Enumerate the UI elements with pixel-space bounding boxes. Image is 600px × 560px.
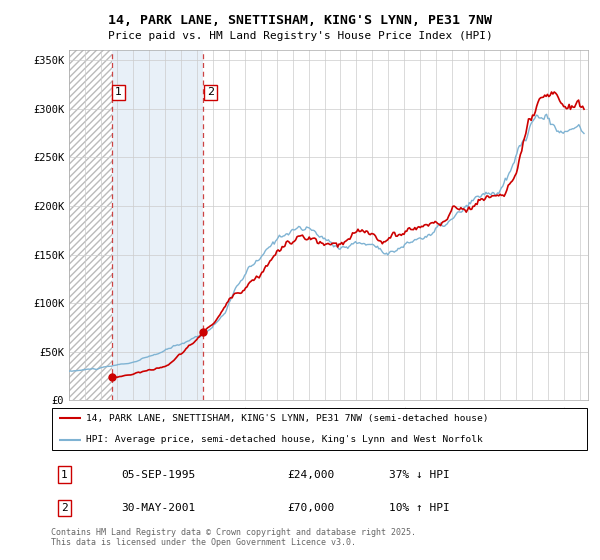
Text: Contains HM Land Registry data © Crown copyright and database right 2025.
This d: Contains HM Land Registry data © Crown c… xyxy=(51,528,416,548)
Text: 30-MAY-2001: 30-MAY-2001 xyxy=(121,503,195,513)
Text: 1: 1 xyxy=(61,470,68,480)
Text: 05-SEP-1995: 05-SEP-1995 xyxy=(121,470,195,480)
Text: 2: 2 xyxy=(206,87,214,97)
Text: 2: 2 xyxy=(61,503,68,513)
Text: HPI: Average price, semi-detached house, King's Lynn and West Norfolk: HPI: Average price, semi-detached house,… xyxy=(86,435,482,445)
Text: 37% ↓ HPI: 37% ↓ HPI xyxy=(389,470,450,480)
Text: 1: 1 xyxy=(115,87,122,97)
Text: £24,000: £24,000 xyxy=(287,470,335,480)
FancyBboxPatch shape xyxy=(52,408,587,450)
Bar xyxy=(69,50,112,400)
Text: 14, PARK LANE, SNETTISHAM, KING'S LYNN, PE31 7NW: 14, PARK LANE, SNETTISHAM, KING'S LYNN, … xyxy=(108,14,492,27)
Text: £70,000: £70,000 xyxy=(287,503,335,513)
Text: 14, PARK LANE, SNETTISHAM, KING'S LYNN, PE31 7NW (semi-detached house): 14, PARK LANE, SNETTISHAM, KING'S LYNN, … xyxy=(86,413,488,423)
Text: 10% ↑ HPI: 10% ↑ HPI xyxy=(389,503,450,513)
Bar xyxy=(112,50,203,400)
Text: Price paid vs. HM Land Registry's House Price Index (HPI): Price paid vs. HM Land Registry's House … xyxy=(107,31,493,41)
